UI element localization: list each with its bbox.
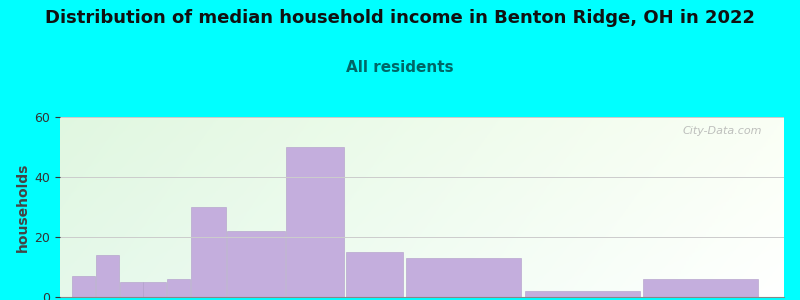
Bar xyxy=(120,282,142,297)
Bar xyxy=(72,276,95,297)
Bar xyxy=(227,231,285,297)
Text: All residents: All residents xyxy=(346,60,454,75)
Bar xyxy=(167,279,190,297)
Bar xyxy=(525,291,640,297)
Bar xyxy=(643,279,758,297)
Bar xyxy=(143,282,166,297)
Text: City-Data.com: City-Data.com xyxy=(682,126,762,136)
Bar xyxy=(286,147,344,297)
Bar xyxy=(346,252,403,297)
Bar xyxy=(96,255,119,297)
Bar xyxy=(191,207,226,297)
Text: Distribution of median household income in Benton Ridge, OH in 2022: Distribution of median household income … xyxy=(45,9,755,27)
Y-axis label: households: households xyxy=(16,162,30,252)
Bar xyxy=(406,258,521,297)
